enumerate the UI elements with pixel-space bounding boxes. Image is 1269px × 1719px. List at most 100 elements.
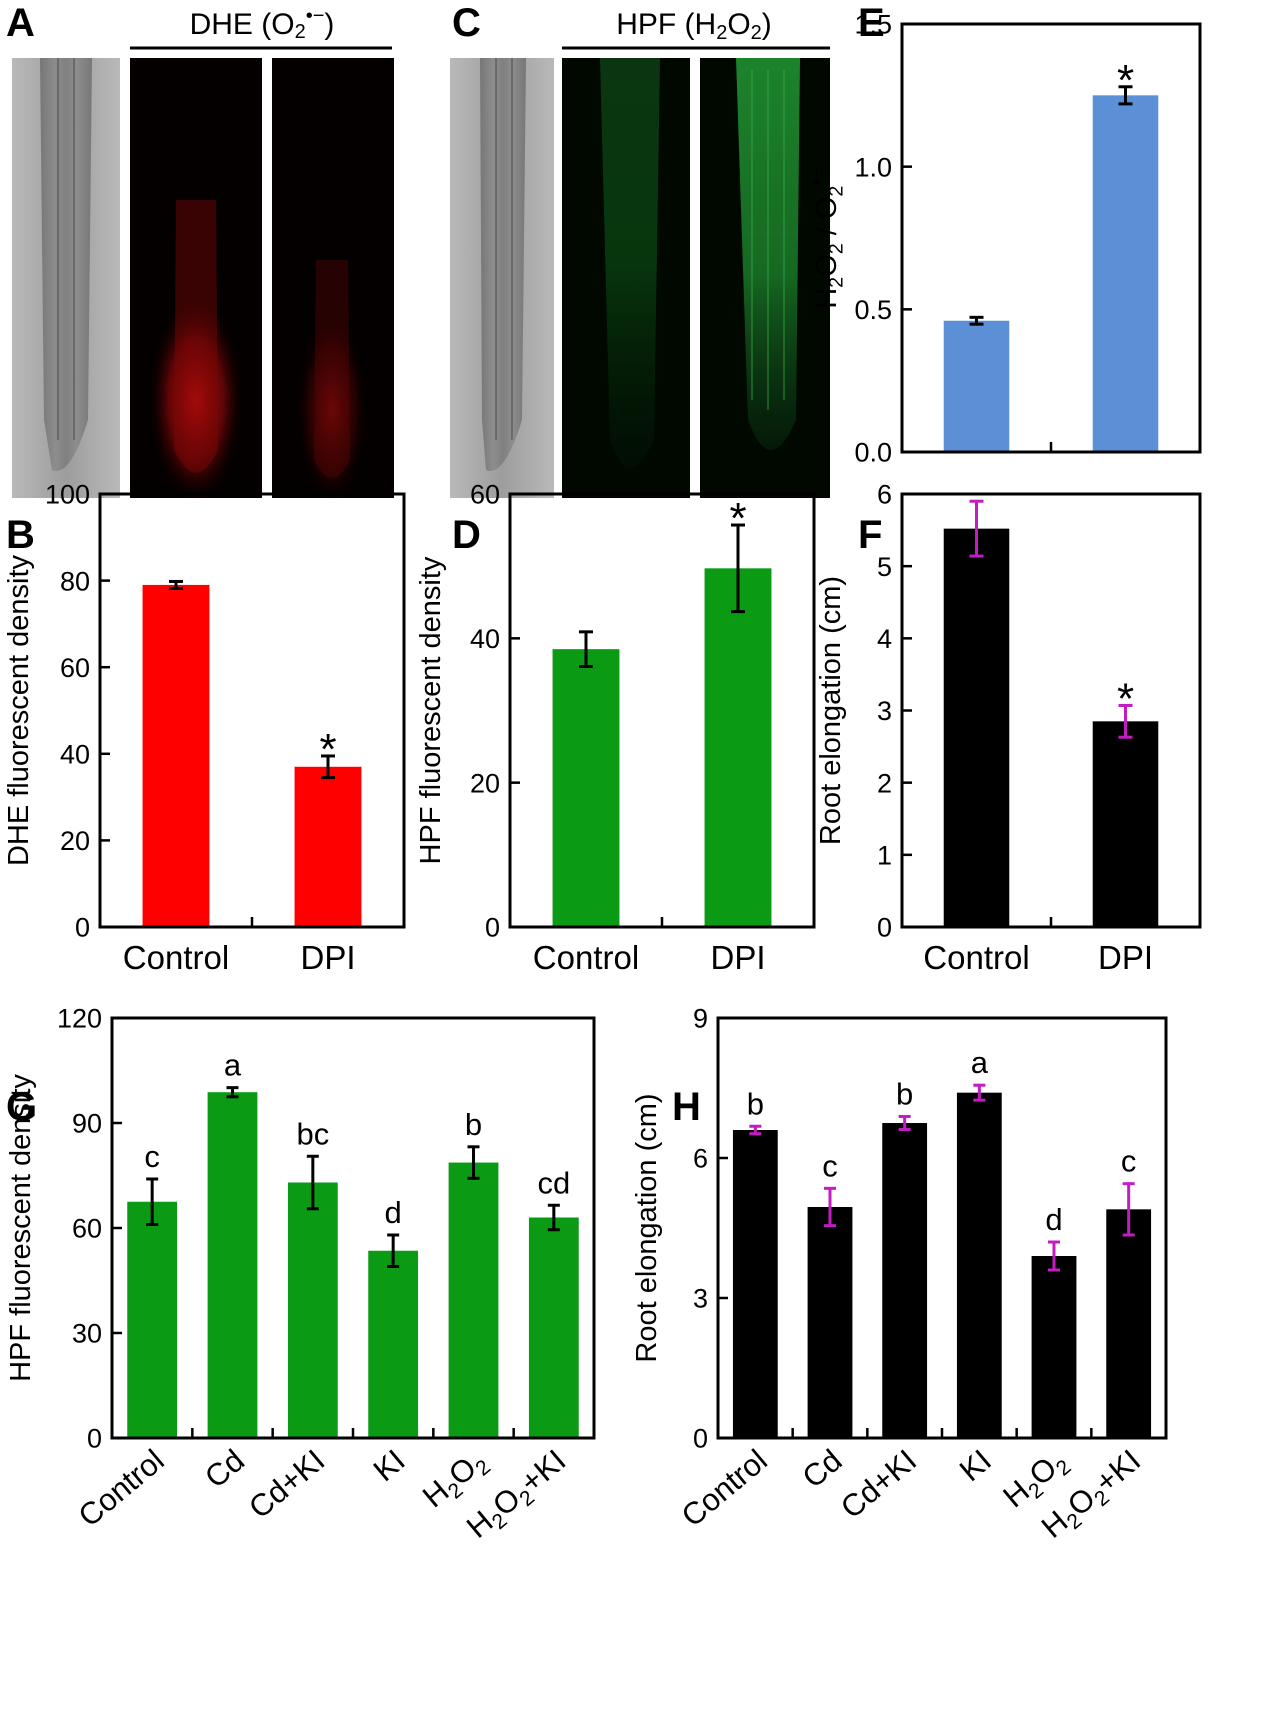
chart-e-bar xyxy=(943,320,1010,451)
chart-h-category-label: Cd+KI xyxy=(834,1443,923,1526)
chart-e-annotation: * xyxy=(1117,56,1134,105)
chart-g-bar xyxy=(448,1162,499,1437)
chart-h-category-label: Cd xyxy=(796,1443,849,1495)
panel-letter-c: C xyxy=(452,1,481,45)
chart-d-ytick-label: 40 xyxy=(470,624,500,654)
chart-g-category-label: KI xyxy=(367,1443,412,1489)
chart-h: 0 3 6 9 Root elongation (cm) b Control c Cd b Cd+K… xyxy=(631,1004,1168,1549)
chart-h-bar xyxy=(732,1130,778,1437)
chart-h-category-label: H2O2+KI xyxy=(1035,1443,1151,1549)
chart-g-bar xyxy=(287,1182,338,1437)
chart-d-annotation: * xyxy=(729,494,746,543)
chart-h-ytick-label: 9 xyxy=(693,1004,708,1034)
chart-g-annotation: b xyxy=(465,1107,482,1142)
chart-h-category-label: H2O2 xyxy=(996,1443,1075,1518)
chart-h-annotation: d xyxy=(1045,1202,1062,1237)
chart-h-bar xyxy=(882,1123,928,1437)
chart-g-annotation: bc xyxy=(296,1116,329,1151)
panel-letter-g: G xyxy=(6,1085,37,1129)
chart-h-category-label: KI xyxy=(953,1443,998,1489)
chart-d-bar xyxy=(552,649,620,926)
chart-f-ylabel: Root elongation (cm) xyxy=(815,576,847,845)
chart-e-ytick-label: 1.5 xyxy=(854,10,892,40)
chart-g-ylabel: HPF fluorescent density xyxy=(5,1074,37,1382)
chart-b-ytick-label: 40 xyxy=(60,740,90,770)
chart-f-ytick-label: 4 xyxy=(877,624,892,654)
chart-g-category-label: Cd+KI xyxy=(242,1443,331,1526)
chart-g-annotation: a xyxy=(224,1048,242,1083)
chart-d-category-label: Control xyxy=(533,939,639,976)
hpf-header: HPF (H2O2) xyxy=(562,8,830,50)
chart-h-category-label: Control xyxy=(675,1443,774,1534)
micrograph-c-hpf-control xyxy=(562,58,690,498)
chart-g-category-label: Cd xyxy=(198,1443,251,1495)
chart-d-ytick-label: 60 xyxy=(470,480,500,510)
chart-g-ytick-label: 30 xyxy=(72,1319,102,1349)
chart-b-ytick-label: 80 xyxy=(60,566,90,596)
chart-h-ylabel: Root elongation (cm) xyxy=(631,1093,663,1362)
chart-d-category-label: DPI xyxy=(710,939,765,976)
chart-f-bar xyxy=(943,528,1010,926)
chart-b-category-label: Control xyxy=(123,939,229,976)
chart-h-bar xyxy=(956,1092,1002,1437)
chart-h-bar xyxy=(1106,1209,1152,1437)
chart-h-ytick-label: 6 xyxy=(693,1144,708,1174)
panel-letter-f: F xyxy=(858,513,882,557)
chart-e: 0.0 0.5 1.0 1.5 H2O2 / O2•− * xyxy=(806,10,1202,468)
chart-g-category-label: Control xyxy=(72,1443,171,1534)
chart-h-bar xyxy=(1031,1256,1077,1437)
chart-e-bar xyxy=(1092,95,1159,451)
dhe-header: DHE (O2•−) xyxy=(130,5,392,50)
chart-b-bar xyxy=(294,766,362,926)
chart-d-ylabel: HPF fluorescent density xyxy=(415,556,447,864)
micrograph-a-brightfield xyxy=(12,58,120,498)
chart-g-frame xyxy=(110,1016,596,1440)
hpf-header-text: HPF (H2O2) xyxy=(616,8,772,44)
chart-f-ytick-label: 1 xyxy=(877,841,892,871)
chart-f-ytick-label: 2 xyxy=(877,768,892,798)
chart-g-bar xyxy=(368,1250,419,1437)
chart-f-category-label: DPI xyxy=(1098,939,1153,976)
chart-f-ytick-label: 5 xyxy=(877,552,892,582)
chart-h-ytick-label: 3 xyxy=(693,1284,708,1314)
micrograph-c-brightfield xyxy=(450,58,554,498)
chart-g-ytick-label: 90 xyxy=(72,1109,102,1139)
chart-h-annotation: b xyxy=(747,1086,764,1121)
panel-letter-a: A xyxy=(6,1,35,45)
chart-g-bar xyxy=(207,1092,258,1437)
chart-b-annotation: * xyxy=(319,725,336,774)
chart-g-ytick-label: 0 xyxy=(87,1424,102,1454)
chart-e-ytick-label: 0.5 xyxy=(854,295,892,325)
panel-letter-b: B xyxy=(6,513,35,557)
chart-g-ytick-label: 120 xyxy=(57,1004,102,1034)
chart-b-ytick-label: 0 xyxy=(75,913,90,943)
chart-e-ytick-label: 1.0 xyxy=(854,152,892,182)
panel-letter-d: D xyxy=(452,513,481,557)
chart-b: 0 20 40 60 80 100 DHE fluorescent density Contr… xyxy=(3,480,406,976)
chart-b-ytick-label: 100 xyxy=(45,480,90,510)
chart-g-ytick-label: 60 xyxy=(72,1214,102,1244)
chart-e-ytick-label: 0.0 xyxy=(854,438,892,468)
chart-g-bar xyxy=(127,1201,178,1437)
chart-g-annotation: d xyxy=(385,1195,402,1230)
chart-h-bar xyxy=(807,1207,853,1437)
micrograph-c-hpf-dpi xyxy=(700,58,830,498)
micrograph-a-dhe-dpi xyxy=(272,58,394,500)
chart-b-ytick-label: 20 xyxy=(60,826,90,856)
chart-h-annotation: c xyxy=(822,1148,838,1183)
chart-g: 0 30 60 90 120 HPF fluorescent density c Contro… xyxy=(5,1004,596,1545)
dhe-header-text: DHE (O2•−) xyxy=(190,5,335,43)
panel-letter-e: E xyxy=(858,1,885,45)
chart-h-frame xyxy=(716,1016,1168,1440)
chart-f: 0 1 2 3 4 5 6 Root elongation (cm) Control * DPI xyxy=(815,480,1202,976)
chart-h-ytick-label: 0 xyxy=(693,1424,708,1454)
chart-h-annotation: c xyxy=(1121,1144,1137,1179)
chart-d-ytick-label: 20 xyxy=(470,768,500,798)
chart-g-annotation: c xyxy=(144,1139,160,1174)
chart-g-bar xyxy=(528,1217,579,1437)
chart-b-bar xyxy=(142,584,210,926)
chart-e-ylabel: H2O2 / O2•− xyxy=(806,167,847,309)
chart-f-ytick-label: 3 xyxy=(877,696,892,726)
micrograph-a-dhe-control xyxy=(130,58,262,500)
